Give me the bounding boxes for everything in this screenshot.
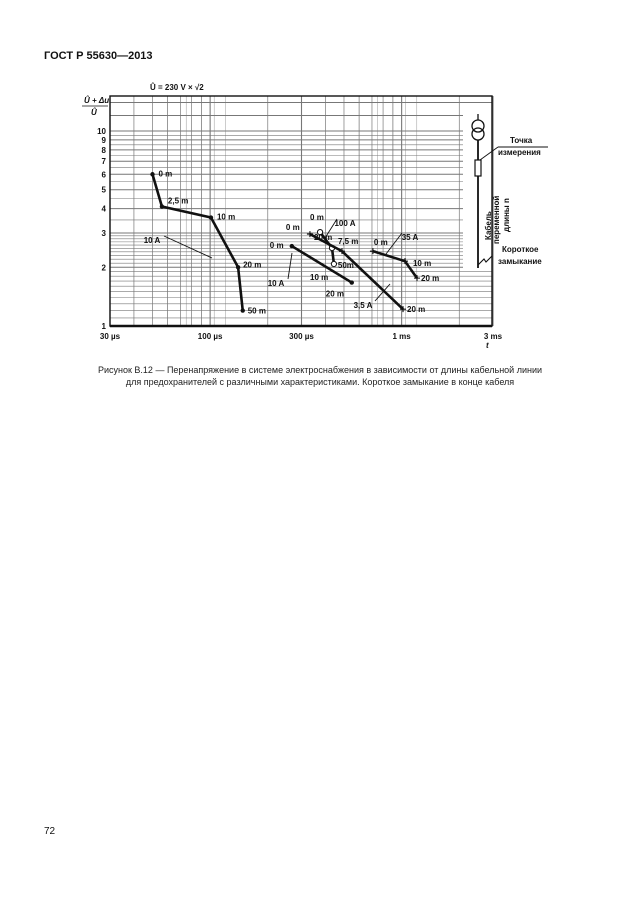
x-tick-label: 1 ms <box>393 332 412 341</box>
y-tick-label: 1 <box>102 322 107 331</box>
series-name-label: 100 A <box>334 219 355 228</box>
x-tick-label: 3 ms <box>484 332 503 341</box>
inline-label: 10 m <box>310 273 328 282</box>
document-header: ГОСТ Р 55630—2013 <box>44 50 153 62</box>
data-point-label: 20 m <box>326 290 344 299</box>
data-point-label: 2,5 m <box>168 197 188 206</box>
y-tick-label: 6 <box>102 170 107 179</box>
series-name-arrow <box>163 235 213 259</box>
series-path <box>291 244 353 284</box>
data-point-label: 20 m <box>243 260 261 269</box>
caption-line-2: для предохранителей с различными характе… <box>125 377 515 387</box>
data-point-label: 0 m <box>374 238 388 247</box>
short-circuit-icon <box>477 255 493 266</box>
y-tick-label: 7 <box>102 157 107 166</box>
series-line: 0 m 7,5 m 20 m 3,5 A <box>286 223 425 314</box>
y-tick-label: 5 <box>102 186 107 195</box>
series-name-label: 10 A <box>144 236 161 245</box>
data-point <box>240 308 245 313</box>
data-point-label: 20 m <box>314 233 332 242</box>
x-tick-label: 300 µs <box>289 332 314 341</box>
y-tick-label: 3 <box>102 229 107 238</box>
x-tick-label: 30 µs <box>100 332 121 341</box>
short-circuit-label-1: Короткое <box>502 245 539 254</box>
y-axis-label-numerator: Û + Δu <box>84 96 109 105</box>
data-point-label: 7,5 m <box>338 237 358 246</box>
y-tick-label: 10 <box>97 127 106 136</box>
fuse-icon <box>474 159 482 177</box>
data-point-label: 0 m <box>158 169 172 178</box>
series-path <box>151 173 245 311</box>
data-point <box>369 248 376 255</box>
cable-label-1: Кабель <box>484 211 493 240</box>
data-point <box>338 248 345 255</box>
y-tick-label: 8 <box>102 146 107 155</box>
circuit-diagram: Точка измерения Кабель переменной длины … <box>471 114 548 268</box>
measure-point-leader <box>479 146 499 161</box>
series-name-arrow <box>324 218 338 239</box>
data-point <box>235 265 241 270</box>
y-tick-label: 9 <box>102 136 107 145</box>
y-tick-label: 2 <box>102 263 107 272</box>
data-point <box>150 172 155 177</box>
data-point-label: 10 m <box>413 259 431 268</box>
series-name-arrow <box>287 252 293 280</box>
grid <box>109 96 494 327</box>
x-tick-label: 100 µs <box>198 332 223 341</box>
cable-label-2: переменной <box>492 196 501 244</box>
data-point-label: 10 m <box>217 213 235 222</box>
series-line: 0 m 10 m 20 m 35 A <box>369 232 439 283</box>
measure-point-label-1: Точка <box>510 136 533 145</box>
data-point-label: 0 m <box>310 213 324 222</box>
series-line: 0 m 2,5 m 10 m 20 m 50 m 10 A <box>144 169 266 315</box>
figure-caption: Рисунок В.12 — Перенапряжение в системе … <box>40 364 600 388</box>
series-line: 0 m 20 m 50m 100 A <box>310 213 356 270</box>
series-name-label: 10 A <box>268 279 285 288</box>
chart-title: Û = 230 V × √2 <box>150 83 204 92</box>
series-line: 0 m 20 m 10 A 10 m <box>268 241 354 299</box>
cable-label-3: длины n <box>502 198 511 232</box>
data-point <box>401 258 408 265</box>
data-point-label: 0 m <box>270 241 284 250</box>
data-point <box>159 204 165 209</box>
series-name-arrow <box>385 232 403 255</box>
short-circuit-label-2: замыкание <box>498 257 542 266</box>
data-point <box>316 229 324 236</box>
series-name-arrow <box>374 283 391 302</box>
data-point <box>289 243 295 249</box>
series-name-label: 3,5 A <box>354 301 373 310</box>
data-point <box>414 275 421 282</box>
data-point <box>349 280 354 285</box>
caption-line-1: Рисунок В.12 — Перенапряжение в системе … <box>97 365 543 375</box>
data-point-label: 0 m <box>286 223 300 232</box>
data-point <box>306 231 313 238</box>
measure-point-label-2: измерения <box>498 148 541 157</box>
page-number: 72 <box>44 826 56 837</box>
data-point-label: 20 m <box>421 274 439 283</box>
data-point <box>208 215 214 220</box>
data-point <box>330 260 338 268</box>
data-point <box>400 306 407 313</box>
data-point-label: 50 m <box>248 307 266 316</box>
series-name-label: 35 A <box>402 233 419 242</box>
y-tick-label: 4 <box>102 205 107 214</box>
data-point-label: 20 m <box>407 305 425 314</box>
data-point-label: 50m <box>338 261 354 270</box>
y-axis-label-denominator: Û <box>91 108 97 117</box>
x-axis-label: t <box>486 341 489 350</box>
